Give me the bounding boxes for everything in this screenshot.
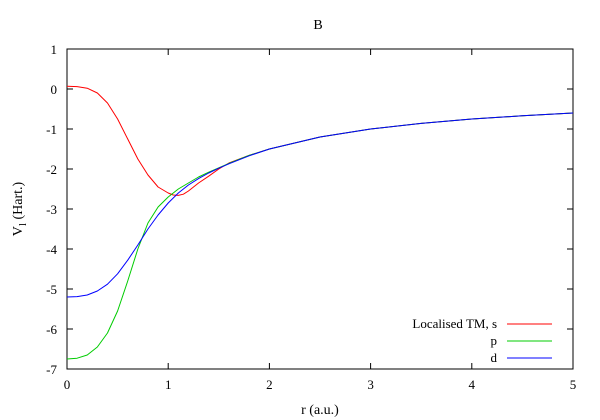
legend-label-p: p <box>491 333 498 348</box>
y-tick-label--5: -5 <box>46 282 57 297</box>
axis-ticks <box>66 48 574 370</box>
y-tick-label-1: 1 <box>51 42 58 57</box>
legend: Localised TM, s p d <box>412 316 552 365</box>
x-axis-label: r (a.u.) <box>301 403 339 418</box>
series-line-d <box>66 112 574 298</box>
y-tick-label--2: -2 <box>46 162 57 177</box>
plot-frame <box>66 48 574 370</box>
series-line-p <box>66 112 574 360</box>
y-tick-label-0: 0 <box>51 82 58 97</box>
legend-label-s: Localised TM, s <box>412 316 497 331</box>
y-axis-label-units: (Hart.) <box>11 181 26 223</box>
y-tick-label--6: -6 <box>46 322 57 337</box>
x-tick-label-4: 4 <box>469 377 476 392</box>
legend-label-d: d <box>491 350 498 365</box>
x-tick-label-5: 5 <box>570 377 577 392</box>
x-tick-label-2: 2 <box>266 377 273 392</box>
series-line-s <box>66 85 574 196</box>
y-axis-label: Vl (Hart.) <box>11 181 29 236</box>
y-tick-label--1: -1 <box>46 122 57 137</box>
x-tick-label-0: 0 <box>64 377 71 392</box>
chart-title: B <box>313 18 322 33</box>
tick-labels: 0 1 2 3 4 5 1 0 -1 -2 -3 -4 -5 -6 -7 <box>46 42 576 392</box>
y-tick-label--7: -7 <box>46 362 57 377</box>
series-lines <box>66 85 574 360</box>
y-axis-label-main: V <box>11 226 26 236</box>
plot-area <box>66 48 574 370</box>
x-tick-label-1: 1 <box>165 377 172 392</box>
y-tick-label--4: -4 <box>46 242 57 257</box>
legend-swatches <box>507 323 552 359</box>
y-axis-label-subscript: l <box>17 223 29 226</box>
y-tick-label--3: -3 <box>46 202 57 217</box>
x-tick-label-3: 3 <box>367 377 374 392</box>
